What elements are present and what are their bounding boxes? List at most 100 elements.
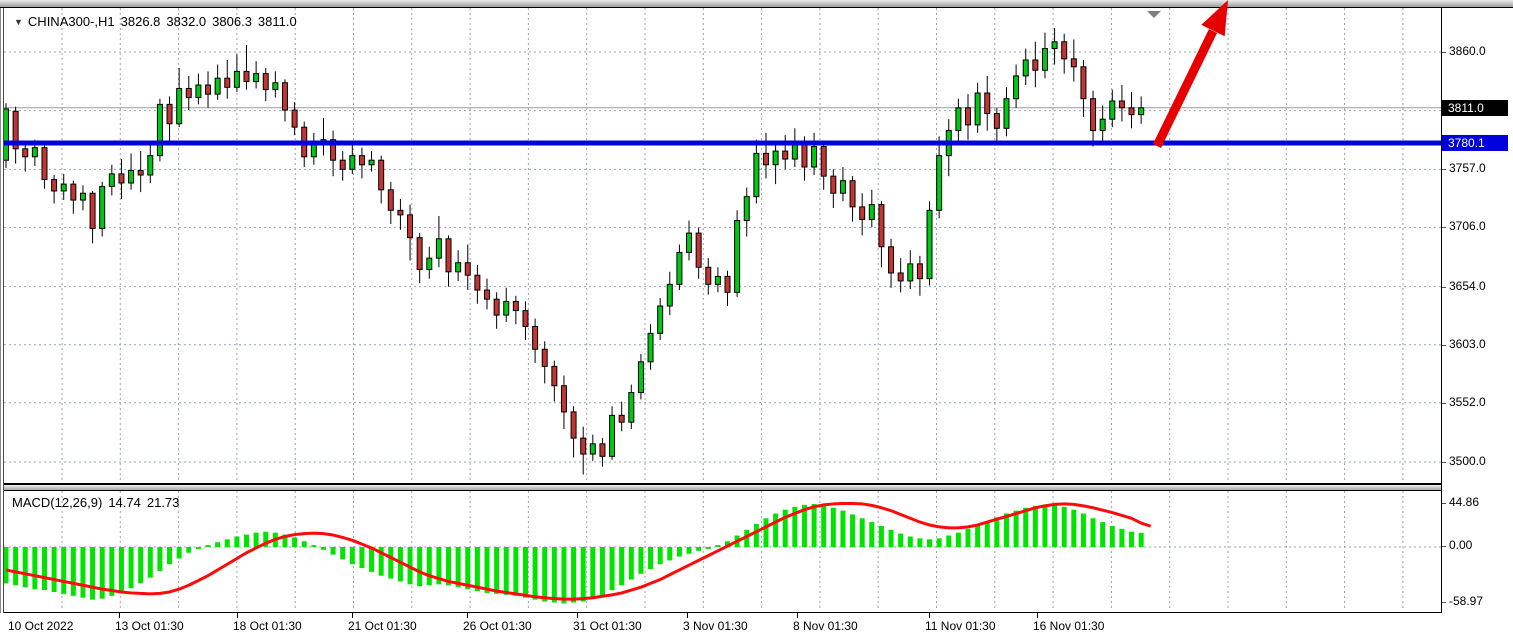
macd-histogram-bar — [859, 518, 865, 547]
price-axis[interactable]: 3811.0 3780.1 3860.0 3757.0 3706.0 3654.0 36… — [1441, 8, 1513, 613]
candle-body — [868, 204, 875, 220]
symbol-dropdown-icon[interactable]: ▼ — [14, 17, 23, 27]
macd-histogram-bar — [975, 524, 981, 547]
macd-histogram-bar — [946, 535, 952, 547]
macd-histogram-bar — [311, 545, 317, 547]
support-horizontal-line[interactable] — [4, 140, 1441, 146]
chart-shift-marker-icon — [1147, 11, 1161, 18]
candle-body — [1041, 48, 1048, 71]
price-axis-label: 3603.0 — [1449, 336, 1486, 351]
time-axis-tick — [352, 613, 353, 618]
macd-histogram-bar — [917, 538, 923, 547]
candle-body — [503, 300, 510, 316]
macd-histogram-bar — [417, 547, 423, 587]
candle-body — [156, 103, 163, 157]
macd-indicator-pane[interactable]: MACD(12,26,9) 14.74 21.73 — [4, 490, 1441, 614]
candle-body — [512, 300, 519, 312]
candle-body — [1128, 107, 1135, 116]
current-price-badge: 3811.0 — [1442, 100, 1508, 116]
macd-histogram-bar — [330, 547, 336, 555]
candle-body — [753, 152, 760, 198]
macd-histogram-bar — [195, 547, 201, 549]
candle-body — [435, 238, 442, 259]
candle-body — [984, 92, 991, 115]
macd-histogram-bar — [801, 504, 807, 547]
macd-axis-label: 0.00 — [1449, 538, 1473, 552]
axis-tick — [1442, 402, 1446, 404]
macd-histogram-bar — [494, 547, 500, 594]
price-axis-label: 3500.0 — [1449, 454, 1486, 469]
window-left-border — [0, 8, 4, 644]
macd-histogram-bar — [80, 547, 86, 598]
macd-histogram-bar — [599, 547, 605, 595]
candle-body — [4, 108, 9, 161]
macd-histogram-bar — [1032, 505, 1038, 547]
price-chart-pane[interactable]: ▼ CHINA300-,H1 3826.8 3832.0 3806.3 3811.0 — [4, 8, 1441, 485]
candle-body — [137, 169, 144, 176]
candle-body — [762, 152, 769, 166]
macd-histogram-bar — [359, 547, 365, 569]
macd-histogram-bar — [955, 532, 961, 547]
time-axis-label: 11 Nov 01:30 — [925, 619, 996, 633]
candlestick-chart-canvas[interactable] — [4, 8, 1441, 483]
macd-histogram-bar — [340, 547, 346, 560]
macd-histogram-bar — [234, 536, 240, 547]
candle-body — [965, 107, 971, 126]
candle-body — [830, 175, 837, 194]
candle-body — [743, 196, 750, 222]
candle-body — [493, 298, 500, 316]
macd-histogram-bar — [763, 518, 769, 547]
axis-tick — [1442, 227, 1446, 229]
macd-histogram-bar — [22, 547, 28, 588]
ohlc-close: 3811.0 — [257, 14, 297, 29]
macd-histogram-bar — [994, 517, 1000, 547]
macd-histogram-bar — [667, 547, 673, 561]
candle-body — [1109, 100, 1116, 120]
candle-body — [580, 437, 587, 455]
macd-histogram-bar — [455, 547, 461, 588]
macd-histogram-bar — [850, 514, 856, 547]
macd-histogram-bar — [167, 547, 173, 565]
axis-tick — [1442, 52, 1446, 53]
candle-body — [820, 146, 827, 177]
panel-splitter[interactable] — [4, 485, 1441, 490]
macd-histogram-bar — [215, 542, 221, 547]
candle-body — [618, 414, 625, 423]
candle-body — [811, 146, 818, 168]
candle-body — [1099, 118, 1106, 132]
macd-histogram-bar — [176, 547, 182, 559]
time-axis-label: 3 Nov 01:30 — [683, 619, 748, 633]
macd-histogram-bar — [522, 547, 528, 598]
macd-histogram-bar — [898, 533, 904, 547]
axis-tick — [1442, 546, 1446, 547]
candle-body — [859, 206, 866, 220]
macd-histogram-bar — [99, 547, 105, 599]
macd-histogram-bar — [205, 545, 211, 547]
macd-histogram-bar — [773, 513, 779, 547]
candle-body — [484, 289, 490, 300]
macd-histogram-bar — [907, 536, 913, 547]
macd-histogram-bar — [648, 547, 654, 570]
macd-histogram-bar — [436, 547, 442, 585]
macd-histogram-bar — [301, 541, 307, 547]
macd-histogram-bar — [1119, 528, 1125, 547]
macd-histogram-bar — [619, 547, 625, 586]
ohlc-open: 3826.8 — [120, 14, 161, 29]
candle-body — [51, 179, 58, 192]
candle-body — [1003, 98, 1010, 129]
candle-body — [378, 159, 385, 191]
macd-chart-canvas[interactable] — [4, 491, 1441, 609]
macd-histogram-bar — [984, 521, 990, 547]
support-line-badge: 3780.1 — [1442, 135, 1508, 151]
macd-histogram-bar — [628, 547, 634, 580]
candle-body — [734, 220, 741, 293]
candle-body — [416, 237, 423, 271]
candle-body — [128, 169, 135, 184]
time-axis[interactable]: 10 Oct 2022 13 Oct 01:30 18 Oct 01:30 21 Oc… — [0, 613, 1513, 644]
candle-body — [532, 325, 539, 350]
candle-body — [599, 443, 606, 457]
macd-histogram-bar — [792, 506, 798, 547]
axis-tick — [1442, 462, 1446, 464]
macd-histogram-bar — [388, 547, 394, 579]
candle-body — [589, 443, 596, 455]
